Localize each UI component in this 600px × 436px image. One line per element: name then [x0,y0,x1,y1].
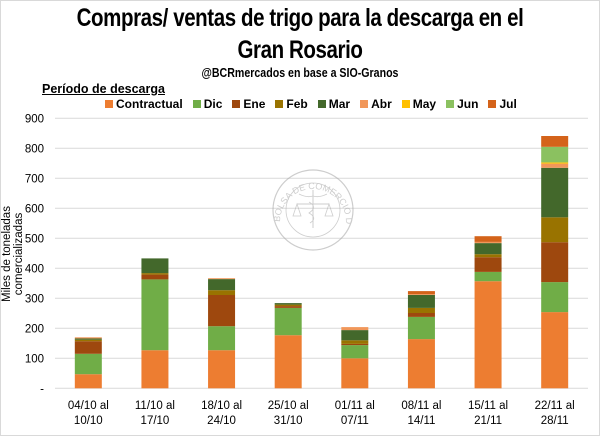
bar-segment-ene [208,295,235,326]
x-tick-label: 28/11 [541,415,569,427]
x-tick-label: 21/11 [474,415,502,427]
bar-segment-dic [408,317,435,339]
bar-segment-abr [475,242,502,243]
bar-segment-abr [341,327,368,330]
bar-segment-abr [208,278,235,279]
bar-segment-feb [541,217,568,242]
bar-segment-dic [541,282,568,312]
x-tick-label: 11/10 al [135,400,175,412]
bar-segment-feb [275,305,302,307]
x-tick-label: 04/10 al [68,400,109,412]
bar-segment-abr [408,294,435,295]
bar-segment-contractual [541,312,568,388]
bar-segment-ene [541,242,568,282]
y-tick-label: 800 [25,143,44,155]
bar-segment-jul [475,236,502,242]
x-tick-label: 18/10 al [201,400,242,412]
bar-segment-mar [75,339,102,340]
bar-segment-feb [141,273,168,275]
y-tick-label: 100 [25,353,44,365]
bar-segment-contractual [208,350,235,388]
bar-segment-contractual [141,350,168,388]
x-tick-label: 15/11 al [468,400,508,412]
y-tick-label: 300 [25,293,44,305]
x-tick-label: 24/10 [207,415,236,427]
bar-segment-jul [408,291,435,294]
bar-segment-dic [141,279,168,350]
bar-segment-contractual [408,339,435,388]
x-tick-label: 31/10 [274,415,303,427]
y-tick-label: 600 [25,203,44,215]
bar-segment-feb [208,290,235,295]
bar-segment-ene [141,275,168,280]
x-tick-label: 25/10 al [268,400,309,412]
bar-segment-jul [541,136,568,147]
bar-segment-contractual [75,374,102,388]
bar-segment-mar [341,330,368,340]
bar-segment-may [541,162,568,163]
seal-text-path: BOLSA DE COMERCIO DE ROSARIO [0,0,354,225]
y-tick-label: 200 [25,323,44,335]
bar-segment-dic [75,354,102,374]
bar-segment-feb [475,254,502,257]
bar-segment-dic [208,326,235,350]
y-tick-label: - [40,383,44,395]
seal-text: BOLSA DE COMERCIO DE ROSARIO [0,0,354,225]
bar-segment-mar [408,295,435,308]
y-tick-label: 900 [25,113,44,125]
bar-segment-feb [408,308,435,313]
bar-segment-ene [75,341,102,354]
x-tick-label: 07/11 [341,415,369,427]
bar-segment-ene [475,257,502,272]
bar-segment-ene [275,306,302,308]
x-tick-label: 08/11 al [401,400,441,412]
bar-segment-mar [275,303,302,305]
bar-segment-contractual [275,335,302,388]
bar-segment-abr [541,164,568,168]
y-tick-label: 500 [25,233,44,245]
bar-segment-feb [341,340,368,344]
x-tick-label: 10/10 [74,415,103,427]
bar-segment-abr [75,337,102,338]
bar-segment-feb [75,340,102,342]
bar-segment-ene [408,313,435,317]
bar-segment-mar [208,279,235,290]
bar-segment-contractual [475,281,502,388]
bar-segment-dic [475,272,502,281]
bar-segment-mar [141,258,168,273]
bar-segment-mar [475,243,502,254]
x-tick-label: 17/10 [141,415,170,427]
bar-segment-ene [341,344,368,345]
bar-segment-contractual [341,358,368,388]
y-tick-label: 400 [25,263,44,275]
bar-segment-jun [541,147,568,163]
x-tick-label: 14/11 [407,415,435,427]
bar-segment-mar [541,168,568,218]
x-tick-label: 22/11 al [535,400,575,412]
x-tick-label: 01/11 al [335,400,375,412]
bar-segment-dic [341,345,368,358]
bar-segment-dic [275,308,302,335]
watermark-seal: BOLSA DE COMERCIO DE ROSARIO [0,0,354,250]
y-tick-label: 700 [25,173,44,185]
